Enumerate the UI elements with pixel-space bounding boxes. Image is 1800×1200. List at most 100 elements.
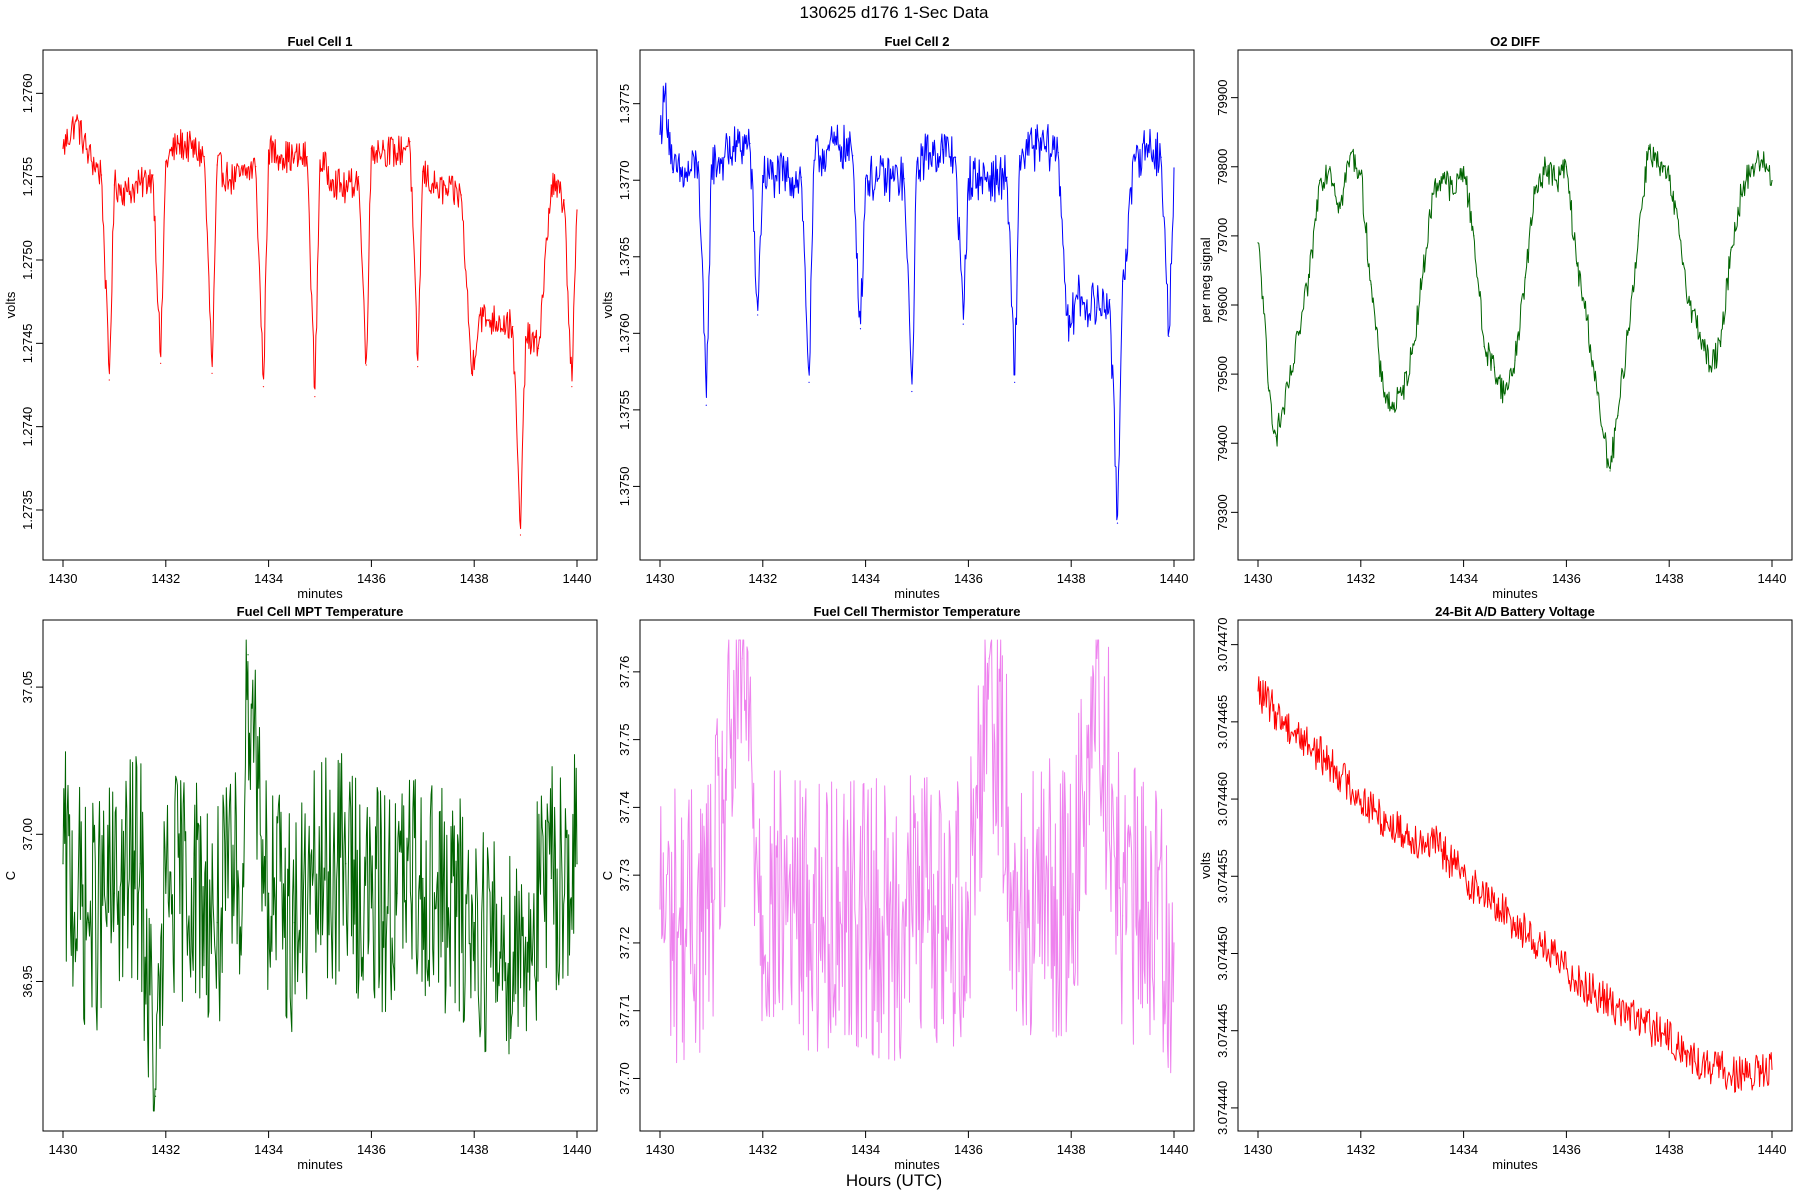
x-axis-label: minutes [894,1157,940,1172]
y-tick-label: 37.75 [617,723,632,756]
data-point [1267,387,1269,389]
chart-panel-2: Fuel Cell 2 1430 1432 1434 1436 1438 1440 minut… [600,34,1195,601]
data-point [473,922,475,924]
x-tick-label: 1436 [1552,571,1581,586]
chart-title: Fuel Cell 2 [884,34,949,49]
data-point [839,144,841,146]
data-point [519,534,522,536]
data-point [396,892,398,894]
y-tick-label: 37.00 [20,818,35,851]
y-tick-label: 79900 [1215,80,1230,116]
data-point [247,654,249,656]
x-axis-label: minutes [1492,1157,1538,1172]
data-point [1044,145,1047,148]
data-point [929,152,931,154]
data-point [890,178,892,180]
data-point [190,147,193,149]
y-tick-label: 1.3765 [617,237,632,277]
data-point [319,159,321,161]
data-point [525,336,527,338]
data-point [697,161,700,163]
data-point [967,178,970,180]
y-axis-label: per meg signal [1198,237,1213,322]
data-point [370,907,372,909]
x-tick-label: 1438 [460,571,489,586]
data-point [319,877,321,880]
y-tick-label: 37.05 [20,671,35,704]
data-point [916,894,918,897]
data-point [1596,394,1598,396]
data-point [100,174,103,176]
y-tick-label: 37.70 [617,1062,632,1095]
data-point [1730,249,1732,251]
data-point [113,184,115,186]
y-tick-label: 1.2735 [20,490,35,530]
data-point [1750,166,1753,168]
data-point [903,178,905,180]
y-tick-label: 79700 [1215,218,1230,254]
data-point [1147,901,1149,903]
data-point [1720,1068,1722,1070]
data-point [62,863,64,865]
data-point [1339,207,1341,209]
y-tick-label: 3.074450 [1215,926,1230,980]
data-point [1032,147,1034,149]
x-tick-label: 1430 [49,571,78,586]
data-point [741,657,743,659]
data-point [190,877,193,880]
x-tick-label: 1440 [1160,1142,1189,1157]
data-point [1411,352,1413,354]
chart-title: Fuel Cell MPT Temperature [237,604,404,619]
data-point [852,155,854,157]
y-tick-label: 37.73 [617,859,632,892]
data-point [1591,991,1593,993]
data-point [1745,1076,1747,1078]
data-point [1147,144,1149,146]
data-point [1116,522,1119,524]
data-point [370,147,372,149]
plot-frame [42,49,598,561]
x-axis-label: minutes [1492,586,1538,601]
data-point [242,863,244,865]
data-point [525,936,527,938]
data-point [1283,408,1285,410]
x-tick-label: 1430 [1244,571,1273,586]
data-point [160,362,162,364]
data-point [293,922,295,924]
data-point [357,176,360,178]
data-point [1391,408,1393,410]
x-tick-label: 1436 [954,571,983,586]
data-point [365,364,367,366]
data-point [1014,381,1016,383]
data-point [1019,922,1021,924]
data-point [1761,159,1763,161]
y-tick-label: 3.074460 [1215,772,1230,826]
data-point [1689,304,1691,306]
data-point [1514,922,1516,924]
x-tick-label: 1436 [1552,1142,1581,1157]
data-point [1019,155,1021,157]
data-point [1173,942,1175,944]
data-point [178,142,180,144]
x-tick-label: 1440 [1758,571,1787,586]
x-tick-label: 1430 [1244,1142,1273,1157]
data-point [280,154,283,156]
data-point [396,152,398,154]
y-tick-label: 37.71 [617,994,632,1027]
x-tick-label: 1432 [748,1142,777,1157]
x-tick-label: 1432 [1346,571,1375,586]
x-tick-label: 1434 [1449,1142,1478,1157]
y-axis-label: volts [600,291,615,318]
data-point [1694,1060,1696,1063]
chart-title: 24-Bit A/D Battery Voltage [1435,604,1595,619]
data-point [447,191,450,193]
data-point [1442,173,1444,175]
data-point [1720,345,1722,348]
data-point [954,156,957,158]
data-point [88,154,90,156]
data-point [800,176,802,178]
data-point [486,319,488,321]
data-point [1401,394,1403,396]
data-point [1483,345,1485,348]
data-point [1257,242,1259,244]
